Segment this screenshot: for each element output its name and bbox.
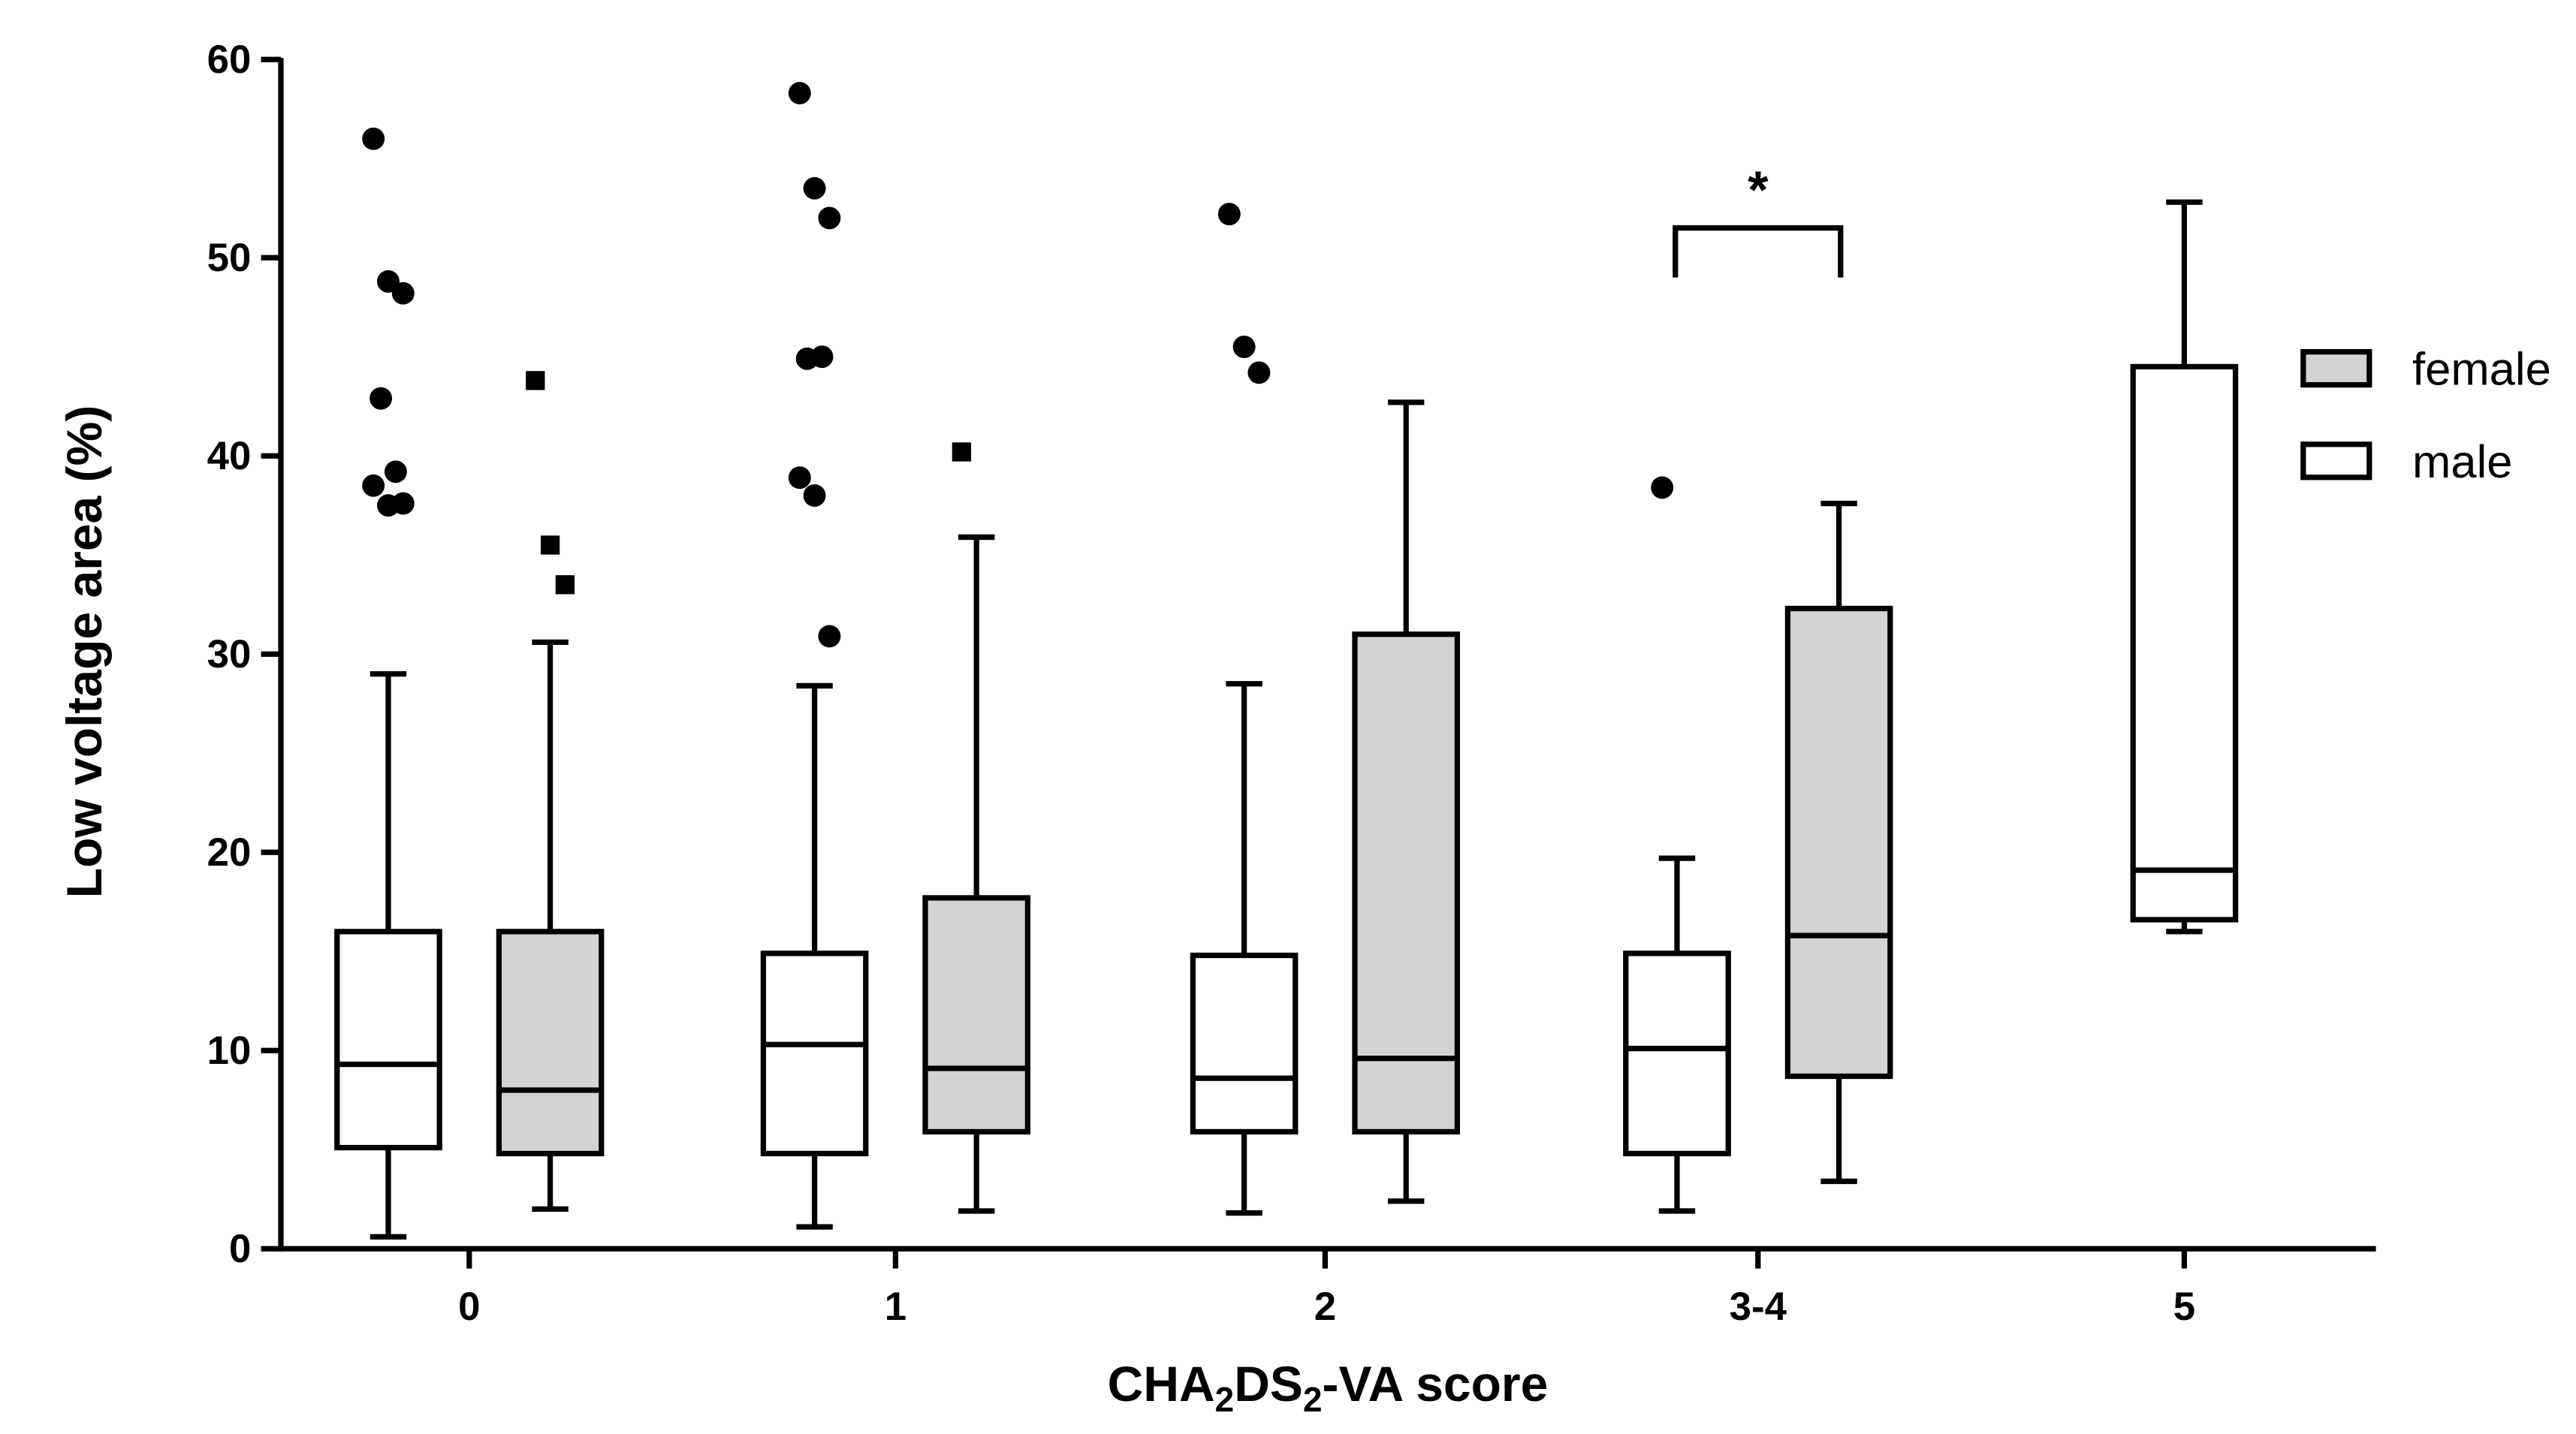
- x-tick-label: 3-4: [1730, 1285, 1787, 1329]
- iqr-box: [1190, 952, 1299, 1135]
- iqr-box: [1784, 605, 1893, 1080]
- legend-label: female: [2412, 344, 2551, 396]
- outlier-dot: [1217, 203, 1241, 226]
- outlier-dot: [370, 387, 393, 410]
- outlier-dot: [788, 466, 811, 490]
- y-axis-label: Low voltage area (%): [56, 405, 112, 899]
- y-tick-label: 60: [207, 38, 252, 82]
- iqr-box: [922, 895, 1031, 1135]
- iqr-box: [496, 929, 605, 1157]
- box-male-0: [334, 670, 442, 1240]
- x-tick-label: 0: [458, 1285, 480, 1329]
- x-tick-label: 1: [885, 1285, 906, 1329]
- axes: 0 10 20 30 40 50 60 0 1 2 3-4 5: [207, 38, 2376, 1329]
- y-tick-label: 40: [207, 434, 252, 478]
- outlier-dot: [1247, 361, 1271, 384]
- outlier-dot: [1651, 476, 1674, 499]
- outlier-dot: [391, 492, 415, 515]
- legend-label: male: [2412, 436, 2513, 488]
- iqr-box: [1623, 950, 1731, 1157]
- outlier-dot: [818, 206, 841, 230]
- box-male-2: [1190, 681, 1299, 1216]
- legend-swatch: [2300, 441, 2372, 481]
- x-axis-label: CHA2DS2-VA score: [1108, 1356, 1549, 1419]
- outlier-dot: [818, 625, 841, 648]
- iqr-box: [334, 929, 442, 1151]
- legend-item-female: female: [2300, 344, 2551, 396]
- box-male-3-4: [1623, 855, 1731, 1214]
- x-tick-label: 2: [1314, 1285, 1336, 1329]
- x-tick-label: 5: [2173, 1285, 2195, 1329]
- outlier-dot: [803, 176, 826, 200]
- outlier-dot: [1232, 336, 1256, 358]
- box-female-0: [496, 639, 605, 1213]
- outlier-square: [952, 442, 972, 462]
- significance-annotation: *: [1673, 160, 1844, 278]
- outlier-dot: [803, 484, 826, 507]
- iqr-box: [1352, 631, 1461, 1135]
- outlier-dot: [362, 127, 385, 150]
- outlier-dot: [362, 474, 385, 497]
- significance-bracket: [1673, 224, 1844, 278]
- outlier-dot: [391, 282, 415, 305]
- iqr-box: [2130, 363, 2239, 923]
- box-male-5: [2130, 199, 2239, 935]
- y-tick-label: 20: [207, 830, 252, 875]
- y-tick-label: 50: [207, 236, 252, 280]
- outlier-square: [540, 535, 560, 555]
- box-female-3-4: [1784, 500, 1893, 1185]
- legend-swatch: [2300, 348, 2372, 388]
- outlier-dot: [810, 345, 834, 369]
- box-female-1: [922, 534, 1031, 1214]
- outlier-dot: [384, 460, 407, 484]
- y-tick-label: 0: [229, 1227, 251, 1271]
- outlier-dot: [788, 82, 811, 105]
- legend: female male: [2300, 344, 2551, 488]
- box-male-1: [760, 682, 869, 1230]
- box-series: [334, 199, 2239, 1240]
- box-female-2: [1352, 399, 1461, 1204]
- legend-item-male: male: [2300, 436, 2513, 488]
- outlier-square: [526, 371, 545, 390]
- iqr-box: [760, 950, 869, 1157]
- outlier-square: [555, 575, 575, 595]
- significance-star: *: [1748, 160, 1769, 219]
- y-tick-label: 10: [207, 1029, 252, 1073]
- outlier-points: [362, 82, 1674, 648]
- y-tick-label: 30: [207, 632, 252, 676]
